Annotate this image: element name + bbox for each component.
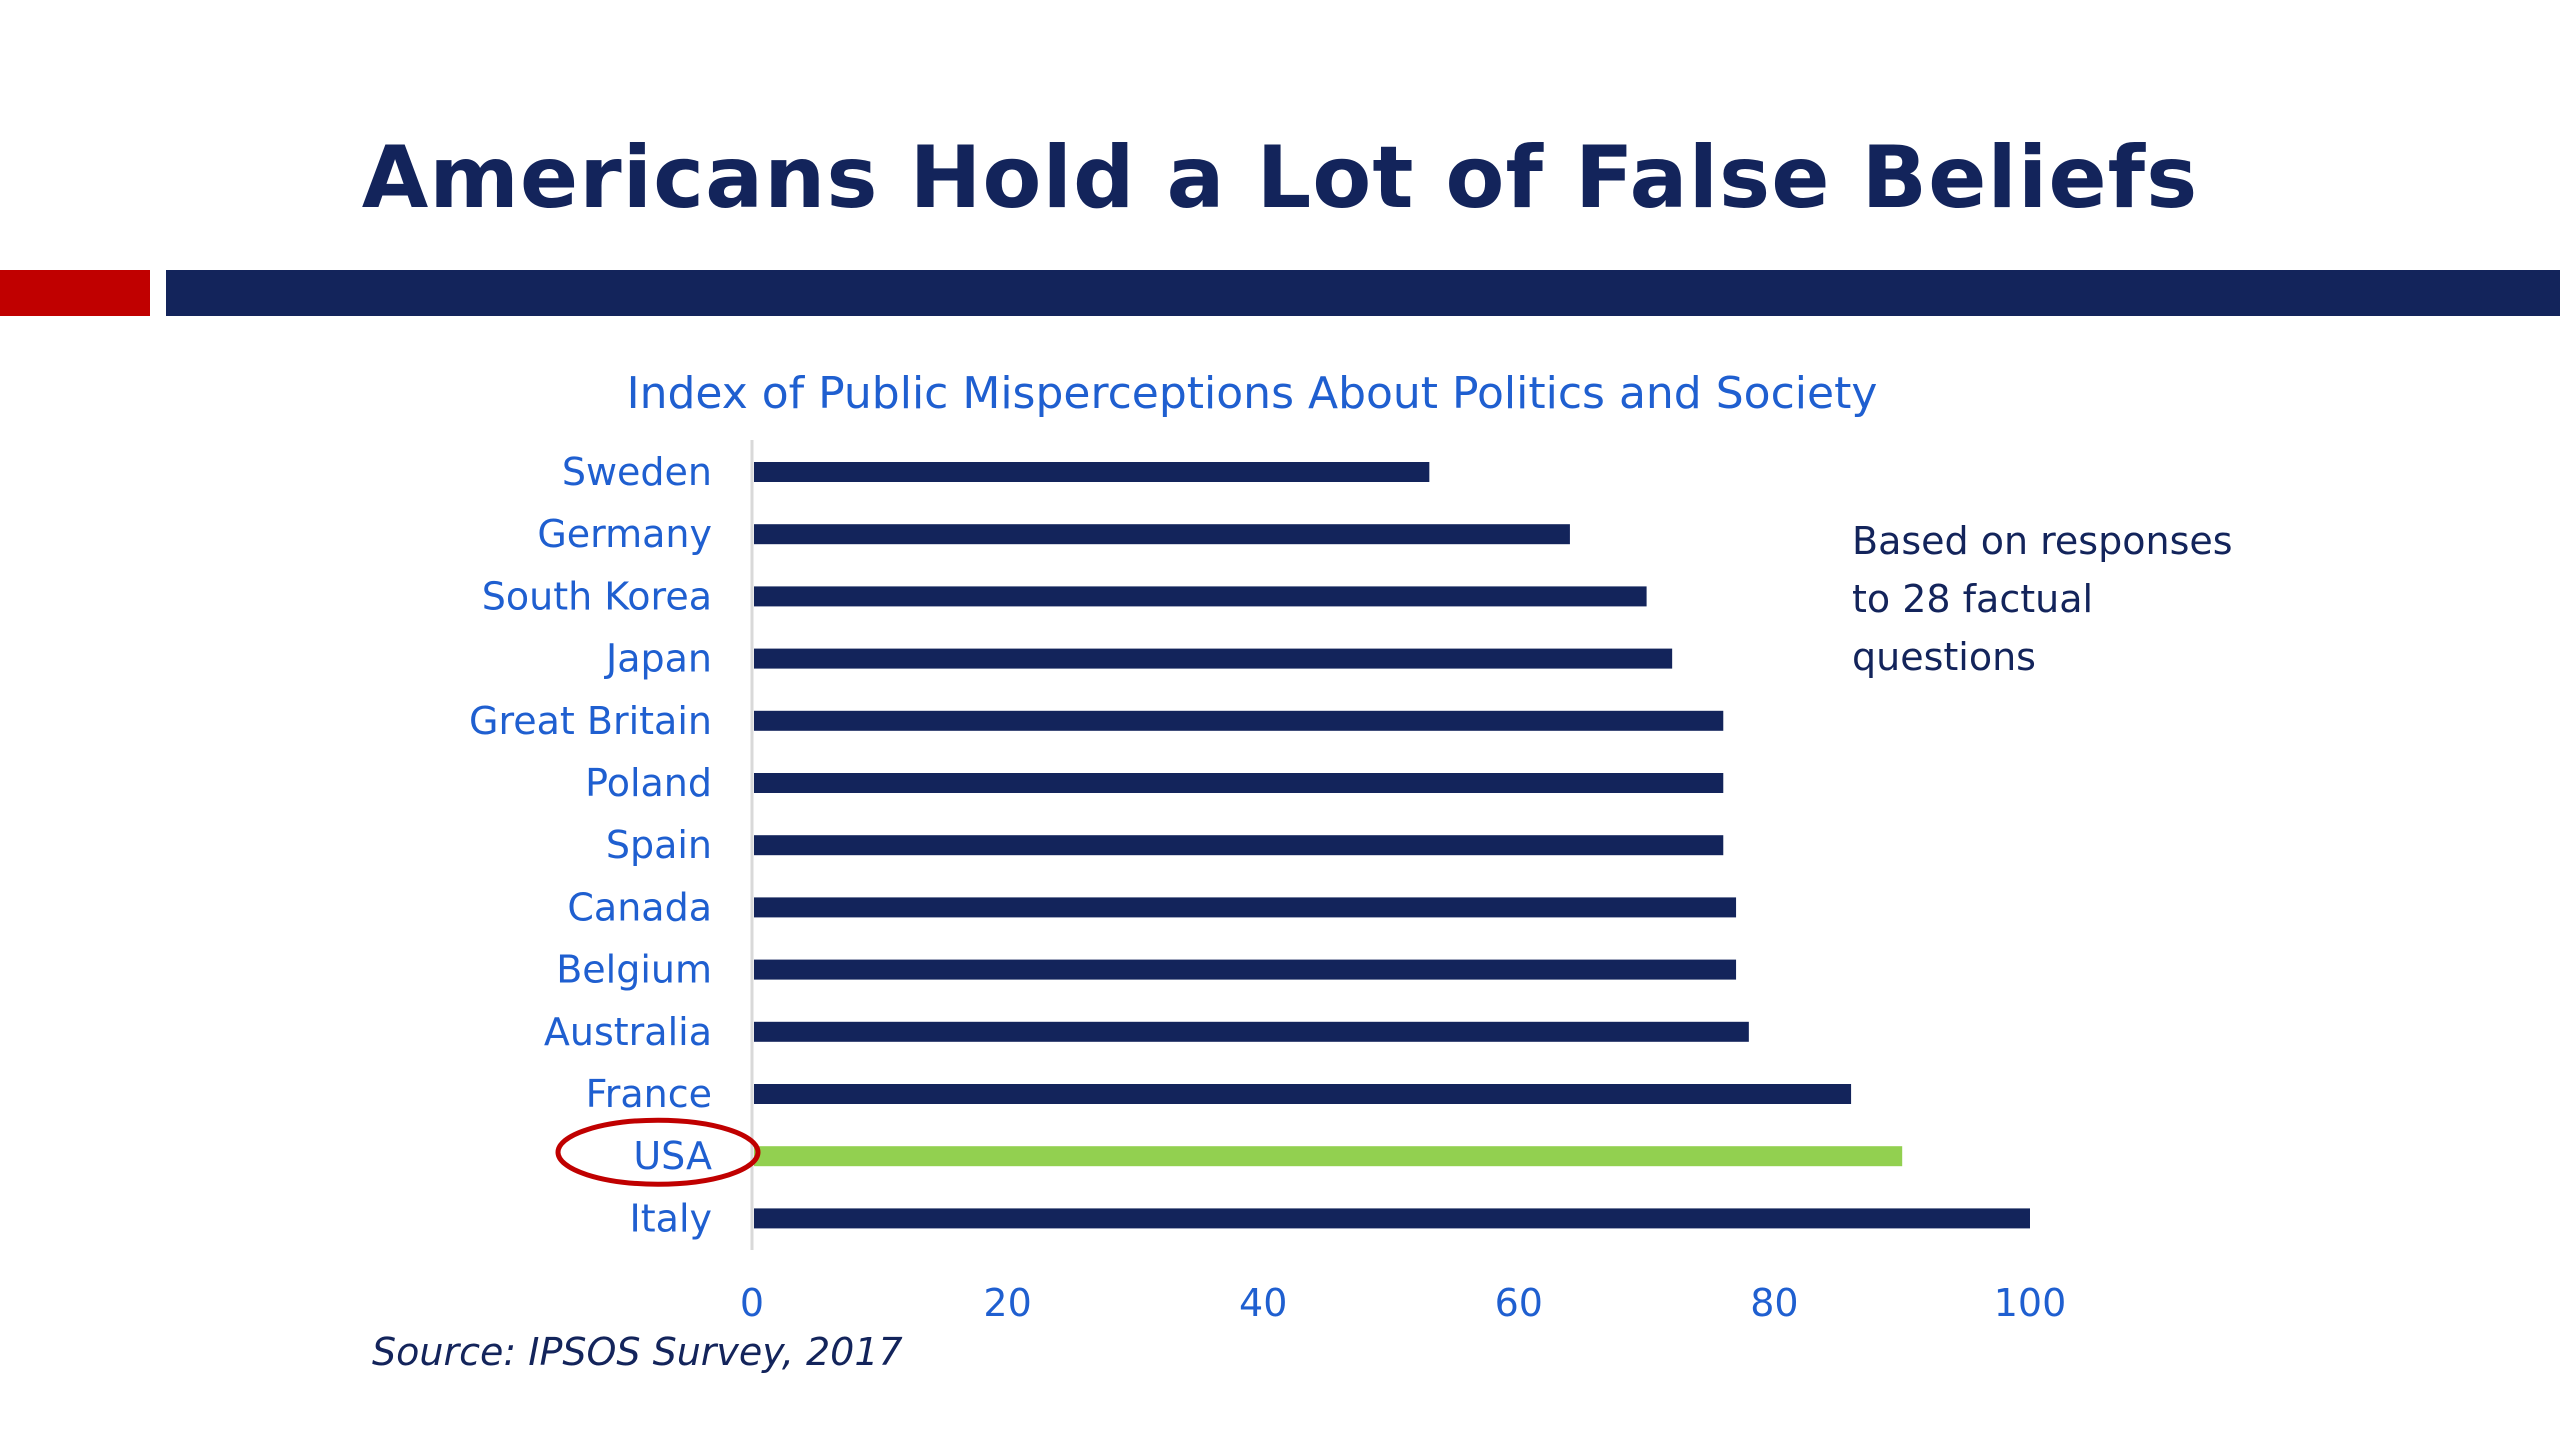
category-label-canada: Canada: [567, 885, 712, 929]
bar-spain: [754, 835, 1724, 856]
bar-great-britain: [754, 710, 1724, 731]
x-tick-label-60: 60: [1495, 1281, 1543, 1325]
bar-sweden: [754, 462, 1430, 482]
category-label-germany: Germany: [537, 512, 712, 556]
usa-highlight-circle: [555, 1117, 761, 1187]
bar-france: [754, 1084, 1852, 1104]
bar-japan: [754, 648, 1673, 669]
category-label-usa: USA: [633, 1134, 712, 1178]
category-label-poland: Poland: [585, 761, 712, 805]
category-labels: Sweden Germany South Korea Japan Great Brita…: [469, 450, 712, 1240]
bar-canada: [754, 897, 1737, 918]
x-tick-label-100: 100: [1994, 1281, 2067, 1325]
category-label-south-korea: South Korea: [482, 574, 712, 618]
bar-belgium: [754, 959, 1737, 980]
category-label-france: France: [586, 1072, 712, 1116]
category-label-great-britain: Great Britain: [469, 699, 712, 743]
accent-bar-red: [0, 270, 150, 316]
slide-title: Americans Hold a Lot of False Beliefs: [361, 128, 2199, 228]
chart-title: Index of Public Misperceptions About Pol…: [627, 368, 1878, 419]
chart-note: Based on responses to 28 factual questio…: [1852, 519, 2233, 679]
category-label-spain: Spain: [606, 823, 712, 867]
bar-south-korea: [754, 586, 1647, 607]
category-label-belgium: Belgium: [556, 948, 712, 992]
bar-germany: [754, 524, 1570, 545]
bar-italy: [754, 1208, 2030, 1229]
category-label-japan: Japan: [604, 637, 712, 681]
category-label-australia: Australia: [544, 1010, 712, 1054]
x-tick-label-20: 20: [983, 1281, 1031, 1325]
x-tick-label-80: 80: [1750, 1281, 1798, 1325]
bar-poland: [754, 773, 1724, 793]
accent-bar-navy: [166, 270, 2560, 316]
category-label-sweden: Sweden: [562, 450, 712, 494]
x-tick-label-40: 40: [1239, 1281, 1287, 1325]
bars-group: [754, 462, 2030, 1229]
x-axis-ticks: 0 20 40 60 80 100: [740, 1281, 2066, 1325]
category-label-italy: Italy: [630, 1196, 712, 1240]
x-tick-label-0: 0: [740, 1281, 764, 1325]
source-citation: Source: IPSOS Survey, 2017: [372, 1330, 903, 1374]
bar-australia: [754, 1021, 1749, 1042]
bar-usa: [754, 1146, 1903, 1167]
